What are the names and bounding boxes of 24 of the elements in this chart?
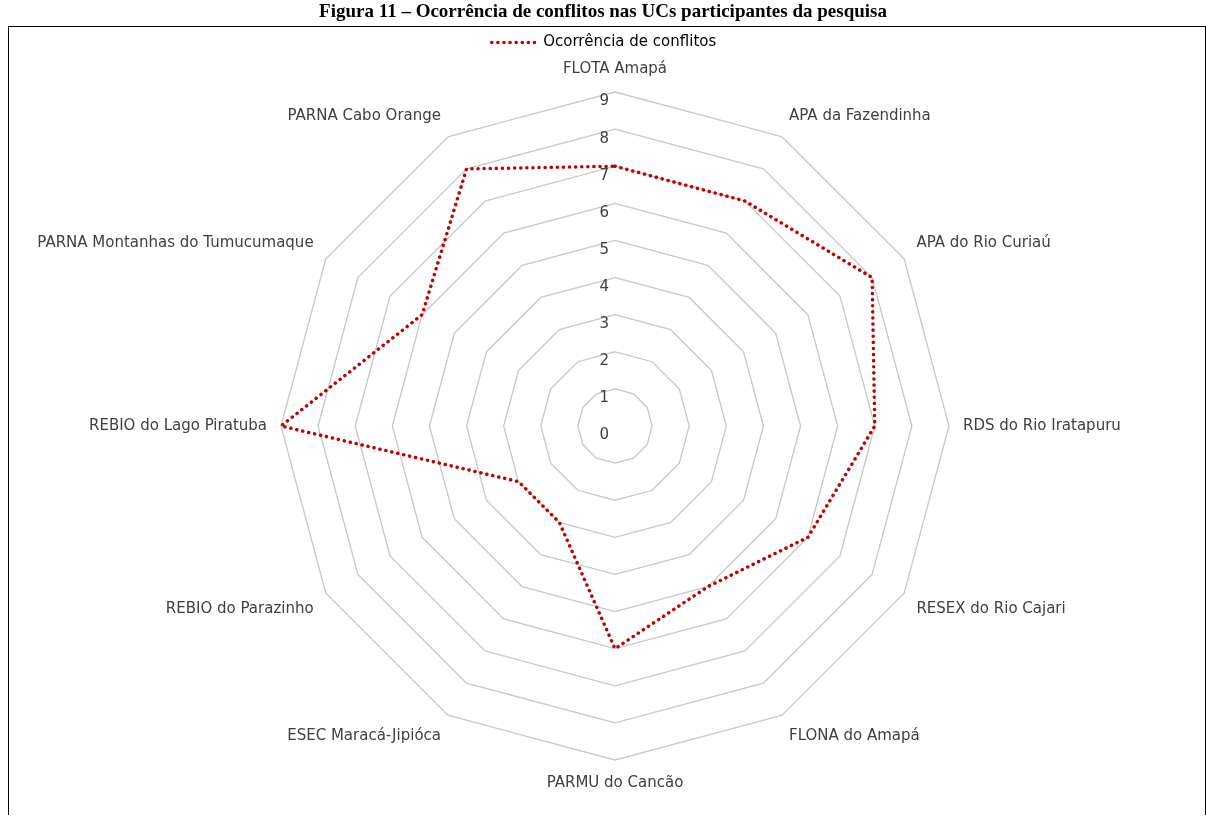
y-tick-label: 8 xyxy=(599,128,609,147)
spoke-label: PARNA Cabo Orange xyxy=(287,105,441,124)
spoke-label: RDS do Rio Iratapuru xyxy=(963,415,1121,434)
spoke-label: APA do Rio Curiaú xyxy=(916,232,1051,251)
y-tick-label: 1 xyxy=(599,388,609,407)
y-tick-label: 4 xyxy=(599,276,609,295)
spoke-label: ESEC Maracá-Jipióca xyxy=(287,726,441,745)
chart-title: Figura 11 – Ocorrência de conflitos nas UCs participantes da pesquisa xyxy=(318,0,888,23)
y-tick-label: 6 xyxy=(599,202,609,221)
spoke-label: APA da Fazendinha xyxy=(789,105,931,124)
y-tick-label: 9 xyxy=(599,91,609,110)
y-tick-label: 5 xyxy=(599,239,609,258)
spoke-label: PARNA Montanhas do Tumucumaque xyxy=(37,232,314,251)
spoke-label: FLONA do Amapá xyxy=(789,726,920,745)
legend-label: Ocorrência de conflitos xyxy=(543,32,717,51)
y-tick-label: 2 xyxy=(599,351,609,370)
y-tick-label: 7 xyxy=(599,165,609,184)
spoke-label: REBIO do Lago Piratuba xyxy=(88,415,267,434)
spoke-label: FLOTA Amapá xyxy=(562,58,668,77)
spoke-label: PARMU do Cancão xyxy=(546,772,684,791)
spoke-label: RESEX do Rio Cajari xyxy=(916,598,1066,617)
spoke-label: REBIO do Parazinho xyxy=(165,598,314,617)
y-tick-label: 3 xyxy=(599,314,609,333)
y-tick-label: 0 xyxy=(599,425,609,444)
